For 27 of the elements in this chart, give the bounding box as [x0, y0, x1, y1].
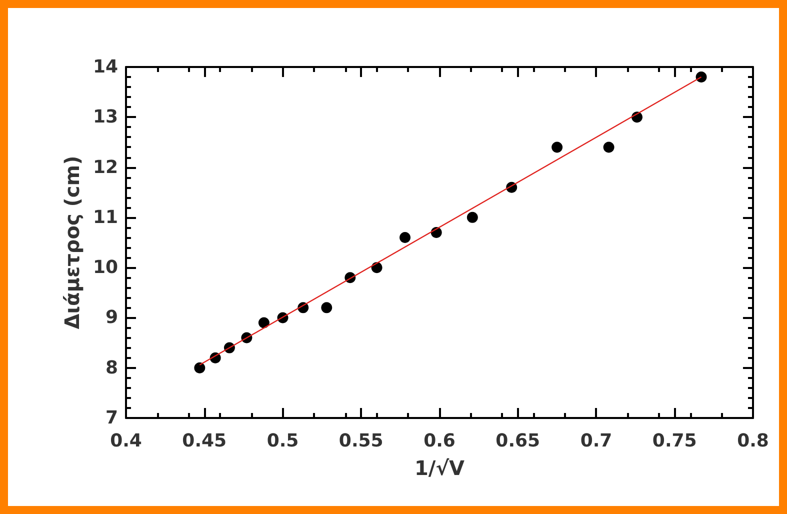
y-tick-label: 9 [105, 307, 118, 328]
y-tick-label: 7 [105, 408, 118, 428]
x-tick-label: 0.4 [110, 430, 142, 452]
point [603, 142, 614, 153]
point [258, 317, 270, 328]
y-tick-label: 13 [92, 106, 118, 128]
point [466, 212, 478, 223]
x-tick-label: 0.8 [737, 430, 769, 452]
y-tick-label: 8 [105, 357, 118, 378]
point [321, 302, 332, 314]
x-tick-label: 0.65 [496, 430, 540, 452]
x-axis-title: 1/√V [414, 456, 466, 480]
point [696, 72, 707, 83]
y-tick-label: 10 [92, 257, 118, 278]
y-tick-label: 12 [92, 156, 118, 178]
point [552, 142, 563, 153]
x-tick-label: 0.6 [424, 430, 456, 452]
y-tick-label: 11 [92, 206, 118, 228]
y-axis-title: Διάμετρος (cm) [60, 156, 84, 330]
x-tick-label: 0.75 [652, 430, 697, 452]
x-tick-label: 0.7 [580, 430, 612, 452]
point [194, 362, 206, 374]
x-tick-label: 0.45 [182, 430, 227, 452]
point [400, 232, 411, 243]
x-tick-label: 0.5 [266, 430, 299, 452]
y-tick-label: 14 [92, 56, 118, 78]
x-tick-label: 0.55 [338, 430, 384, 452]
